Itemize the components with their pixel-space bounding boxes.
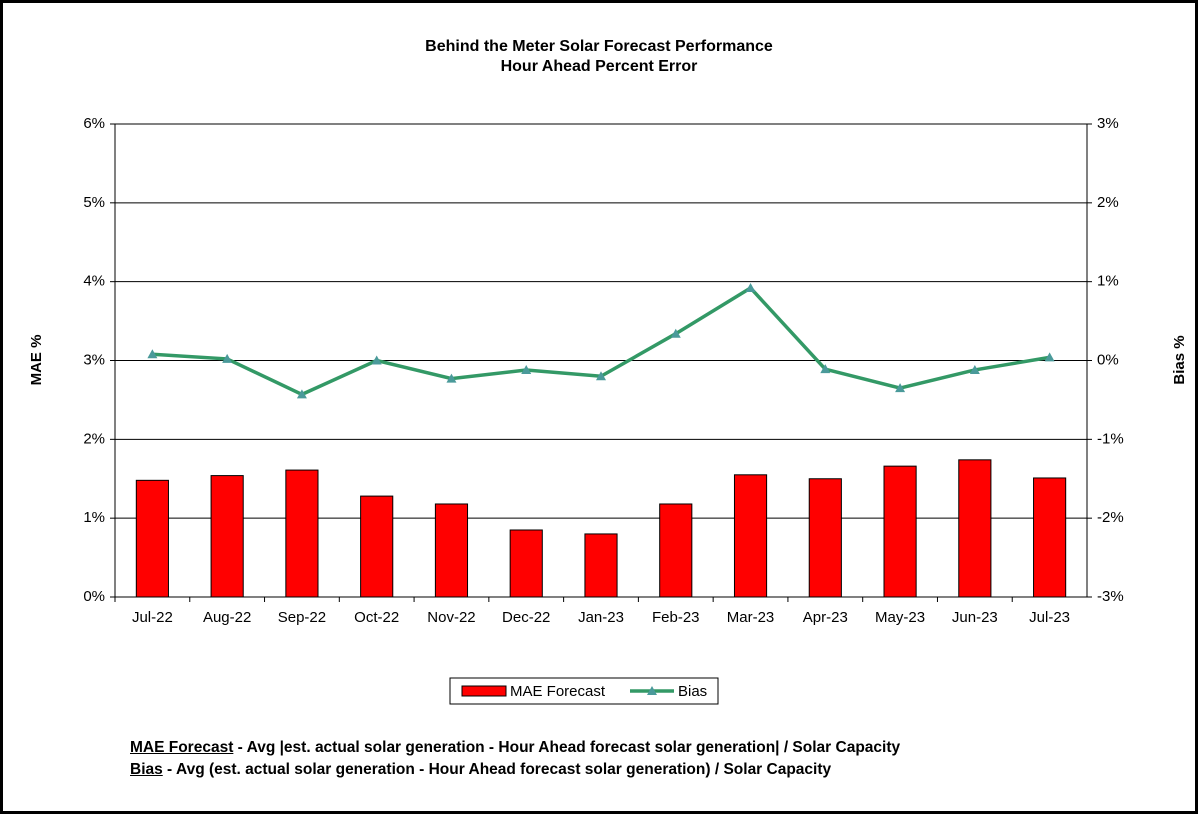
bar [584,533,618,598]
y-tick-label: 6% [83,115,105,132]
y2-tick-label: 2% [1097,194,1119,211]
x-tick-label: Jan-23 [578,609,624,626]
marker [296,389,307,399]
marker [895,383,906,393]
x-tick-label: Aug-22 [203,609,251,626]
note-text: - Avg |est. actual solar generation - Ho… [233,739,901,756]
bar [509,529,543,598]
marker [1044,352,1055,362]
marker [446,373,457,383]
bar [733,474,768,598]
bar [883,465,917,598]
y2-tick-label: -3% [1097,588,1124,605]
bar [285,469,319,598]
y2-axis-label: Bias % [1171,335,1188,384]
y2-tick-label: 1% [1097,273,1119,290]
x-tick-label: Jul-22 [132,609,173,626]
x-tick-label: Jun-23 [952,609,998,626]
y-tick-label: 1% [83,509,105,526]
marker [521,364,532,374]
x-tick-label: Oct-22 [354,609,399,626]
y2-tick-label: 3% [1097,115,1119,132]
note-term: MAE Forecast [130,739,234,756]
notes: MAE Forecast - Avg |est. actual solar ge… [130,737,900,781]
note: Bias - Avg (est. actual solar generation… [130,759,900,781]
bar [958,459,992,598]
x-tick-label: Feb-23 [652,609,700,626]
y-axis-label: MAE % [28,335,45,386]
marker [371,355,382,365]
marker [820,364,831,374]
x-tick-label: Mar-23 [727,609,775,626]
marker [147,349,158,359]
y-tick-label: 5% [83,194,105,211]
bar [210,475,244,598]
y2-tick-label: 0% [1097,351,1119,368]
bar [135,479,169,598]
legend-marker [647,686,657,695]
legend-swatch [461,685,507,697]
marker [670,328,681,338]
legend-label: Bias [678,683,707,700]
y2-tick-label: -1% [1097,430,1124,447]
bar [659,503,693,598]
marker [596,371,606,381]
bar [360,495,394,598]
x-tick-label: Nov-22 [427,609,475,626]
bar [808,478,842,598]
bar [434,503,469,598]
marker [969,364,980,374]
y-tick-label: 3% [83,351,105,368]
y-tick-label: 2% [83,430,105,447]
x-tick-label: Jul-23 [1029,609,1070,626]
bar [1033,477,1067,598]
note-term: Bias [130,761,163,778]
y-tick-label: 0% [83,588,105,605]
chart-subtitle: Hour Ahead Percent Error [501,58,698,75]
y-tick-label: 4% [83,273,105,290]
note-text: - Avg (est. actual solar generation - Ho… [162,761,832,778]
x-tick-label: Dec-22 [502,609,550,626]
note: MAE Forecast - Avg |est. actual solar ge… [130,737,900,759]
x-tick-label: May-23 [875,609,925,626]
legend-label: MAE Forecast [510,683,606,700]
marker [745,282,756,292]
chart-title: Behind the Meter Solar Forecast Performa… [425,38,773,55]
x-tick-label: Apr-23 [803,609,848,626]
x-tick-label: Sep-22 [278,609,326,626]
y2-tick-label: -2% [1097,509,1124,526]
marker [222,353,233,363]
